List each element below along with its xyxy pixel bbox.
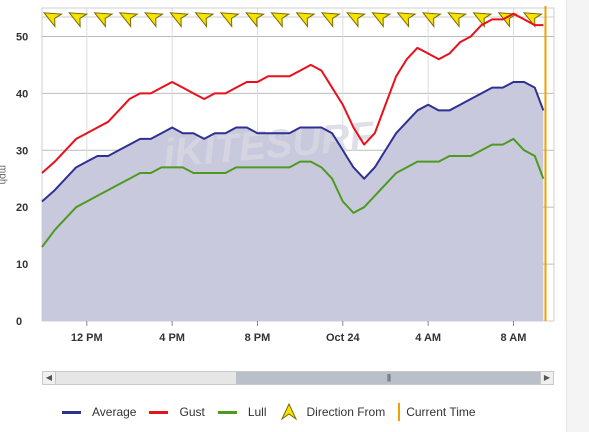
y-tick-label: 40 [16,88,28,100]
side-strip [566,0,589,432]
y-tick-label: 0 [16,316,22,328]
direction-arrow-shape [371,12,392,28]
legend-label-lull: Lull [247,405,267,419]
arrow-right-icon[interactable]: ▶ [540,372,553,384]
legend-swatch-average [62,410,81,414]
legend-item-gust[interactable]: Gust [149,405,205,419]
direction-arrow-shape [270,12,291,28]
x-tick-label: 8 AM [501,332,527,344]
series-line-lull [41,137,545,248]
legend-swatch-current-time [398,403,401,421]
scrollbar-thumb[interactable]: ||| [236,372,541,384]
direction-arrow-icon [421,12,442,28]
direction-arrow-shape [346,12,367,28]
direction-arrow-shape [320,12,341,28]
y-tick-label: 30 [16,145,28,157]
chart-scrollbar[interactable]: ◀ ||| ▶ [42,371,554,385]
direction-arrow-shape [295,12,316,28]
direction-arrow-shape [472,12,493,28]
direction-arrow-shape [169,12,190,28]
direction-arrow-shape [245,12,266,28]
direction-arrow-icon [194,12,215,28]
direction-arrow-icon [144,12,165,28]
direction-arrow-icon [472,12,493,28]
direction-arrow-shape [118,12,139,28]
x-tick-label: Oct 24 [326,332,361,344]
direction-arrow-icon [270,12,291,28]
direction-arrow-shape [219,12,240,28]
direction-arrow-icon [219,12,240,28]
direction-arrow-icon [68,12,89,28]
x-tick-label: 4 AM [415,332,441,344]
average-area-fill [42,81,544,322]
y-axis-label: mph [0,165,8,184]
direction-arrows-row [42,12,544,28]
series-line-gust [41,12,544,174]
direction-arrow-shape [447,12,468,28]
direction-arrow-shape [421,12,442,28]
legend-item-lull[interactable]: Lull [217,405,267,419]
x-tick-label: 8 PM [245,332,271,344]
legend-swatch-gust [149,410,169,414]
legend-item-direction[interactable]: Direction From [280,403,386,421]
direction-arrow-icon [280,403,297,421]
direction-arrow-icon [320,12,341,28]
legend-item-average[interactable]: Average [62,405,136,419]
legend-label-average: Average [92,405,137,419]
grip-icon: ||| [386,373,391,382]
chart-legend: Average Gust Lull Direction From Current… [62,402,489,422]
direction-arrow-icon [42,12,64,28]
direction-arrow-icon [169,12,190,28]
direction-arrow-icon [371,12,392,28]
legend-label-direction: Direction From [306,405,386,419]
direction-arrow-shape [522,12,544,28]
direction-arrow-shape [194,12,215,28]
direction-arrow-icon [346,12,367,28]
series-lines [41,12,545,248]
x-tick-label: 4 PM [159,332,185,344]
y-tick-label: 20 [16,202,28,214]
direction-arrow-shape [396,12,417,28]
legend-swatch-lull [217,410,237,414]
direction-arrow-icon [522,12,544,28]
direction-arrow-shape [144,12,165,28]
direction-arrow-icon [396,12,417,28]
legend-item-current-time[interactable]: Current Time [398,403,476,421]
direction-arrow-shape [93,12,114,28]
series-line-average [41,80,545,203]
direction-arrow-icon [118,12,139,28]
direction-arrow-icon [447,12,468,28]
direction-arrow-icon [245,12,266,28]
direction-arrow-icon [93,12,114,28]
average-area [42,81,544,322]
axis-ticks: 0 10 20 30 40 50 12 PM 4 PM 8 PM Oct 24 4 AM 8 AM [16,31,526,344]
direction-arrow-shape [42,12,64,28]
x-tick-label: 12 PM [71,332,103,344]
direction-arrow-icon [295,12,316,28]
legend-label-gust: Gust [179,405,205,419]
y-tick-label: 50 [16,31,28,43]
legend-label-current-time: Current Time [406,405,476,419]
arrow-left-icon[interactable]: ◀ [43,372,56,384]
y-tick-label: 10 [16,259,28,271]
direction-arrow-shape [68,12,89,28]
